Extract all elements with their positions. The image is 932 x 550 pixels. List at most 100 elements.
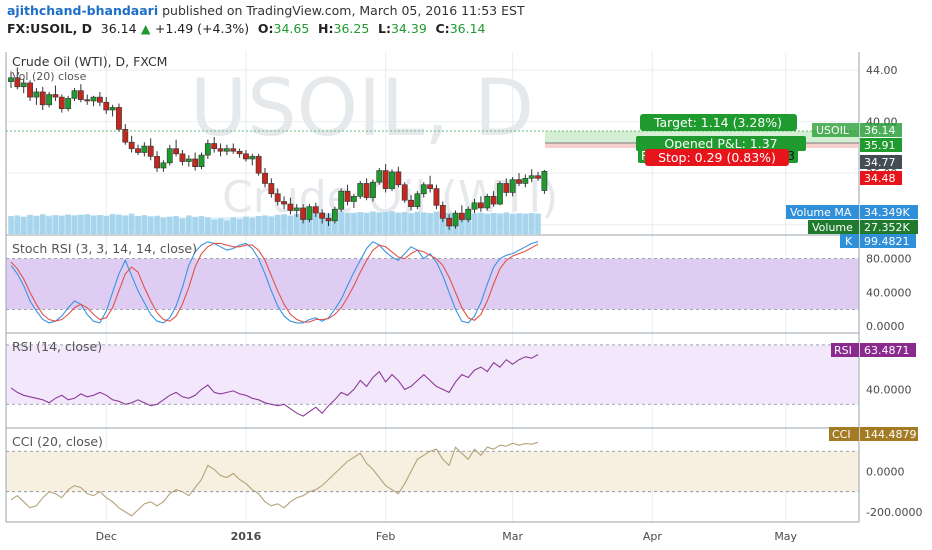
candle-down [427, 184, 433, 189]
candle-down [27, 82, 33, 98]
volume-bar [78, 214, 84, 234]
opened-pl-back-tail: 3 [787, 149, 795, 163]
candle-down [281, 201, 287, 205]
rsi-value-box [860, 343, 916, 357]
volume-bar [205, 217, 211, 234]
candle-up [370, 181, 376, 198]
volume-bar [274, 214, 281, 234]
candle-down [173, 148, 179, 155]
candle-up [350, 196, 357, 202]
volume-bar [465, 212, 471, 234]
candle-up [185, 158, 192, 162]
publisher-line: ajithchand-bhandaari published on Tradin… [7, 3, 525, 18]
rsi-tag-box [831, 343, 859, 357]
volume-bar [217, 218, 224, 234]
time-tick-label: Apr [643, 530, 663, 543]
cci-tag: CCI [832, 428, 851, 441]
volume-bar [192, 216, 198, 234]
candle-down [300, 207, 306, 220]
volume-bar [535, 213, 541, 234]
stop-label-box[interactable] [645, 149, 789, 166]
candle-up [33, 91, 40, 98]
cci-tag-box [829, 427, 859, 441]
candle-up [90, 96, 97, 102]
time-tick-label: 2016 [231, 530, 262, 543]
volume-bar [141, 215, 148, 234]
candle-down [255, 156, 262, 174]
volume-bar [401, 212, 408, 234]
price-tick-label: 44.00 [866, 64, 898, 77]
indicator-fills [6, 258, 859, 493]
candle-down [516, 179, 522, 184]
volume-bar [39, 214, 46, 234]
candle-down [243, 153, 249, 160]
up-arrow-icon: ▲ [140, 21, 151, 36]
volume-bar [522, 213, 529, 234]
candle-down [135, 148, 141, 153]
symbol-label: FX:USOIL, D [7, 21, 93, 36]
indicator-tick-label: 40.0000 [866, 383, 912, 396]
cci-value-box [860, 427, 918, 441]
target-label-box[interactable] [640, 114, 797, 131]
candle-up [471, 202, 478, 210]
price-34-77: 34.77 [864, 156, 896, 169]
series-line-k [10, 241, 539, 324]
watermark-symbol: USOIL, D [190, 64, 534, 154]
volume-bar [166, 216, 173, 234]
cci-value: 144.4879 [864, 428, 917, 441]
change-value: +1.49 (+4.3%) [154, 21, 250, 36]
candle-up [65, 98, 72, 110]
candle-down [179, 153, 186, 162]
opened-pl-label: Opened P&L: 1.37 [664, 136, 777, 151]
candle-down [262, 172, 268, 184]
candle-down [84, 99, 91, 102]
opened-pl-box[interactable] [636, 136, 806, 151]
volume-bar [338, 211, 344, 234]
candle-down [192, 158, 199, 167]
candle-up [46, 94, 52, 106]
high-value: 36.25 [333, 21, 370, 36]
chart-header: ajithchand-bhandaari published on Tradin… [0, 0, 932, 40]
volume-bar [351, 213, 357, 234]
volume-bar [109, 213, 116, 234]
volume-bar [300, 213, 306, 234]
candle-up [204, 143, 211, 156]
candle-up [497, 183, 503, 205]
open-label: O: [257, 21, 274, 36]
volume-bar [408, 213, 414, 234]
volume-bar [478, 212, 484, 234]
candle-up [160, 162, 167, 169]
long-position-tool[interactable]: Target: 1.14 (3.28%) R 3 Opened P&L: 1.3… [6, 114, 859, 166]
volume-bar [97, 215, 103, 234]
band-fill [6, 344, 859, 405]
volume-label: Volume [812, 221, 853, 234]
close-value: 36.14 [449, 21, 486, 36]
volume-bar [484, 213, 491, 234]
candle-up [414, 193, 421, 207]
price-35-91: 35.91 [864, 139, 896, 152]
close-label: C: [435, 21, 450, 36]
chart-canvas[interactable]: USOIL, D Crude Oil (WTI) Crude Oil (WTI)… [0, 40, 932, 550]
band-fill [6, 451, 859, 492]
candle-up [465, 208, 472, 220]
candle-up [224, 148, 230, 152]
open-value: 34.65 [273, 21, 310, 36]
candle-down [128, 141, 135, 149]
time-tick-label: May [774, 530, 797, 543]
volume-bar [306, 215, 313, 234]
candle-down [230, 148, 237, 152]
band-fill [6, 258, 859, 310]
published-text: published on TradingView.com, March 05, … [162, 3, 525, 18]
volume-bar [71, 215, 78, 234]
series-line-rsi [10, 354, 539, 417]
candle-up [331, 208, 338, 222]
author-link[interactable]: ajithchand-bhandaari [7, 3, 159, 18]
volume-bar [262, 215, 268, 234]
price-34-48-box [860, 171, 902, 185]
price-34-77-box [860, 155, 902, 169]
candle-down [446, 217, 453, 227]
usoil-tag-box [812, 123, 859, 137]
stoch-pane-title: Stoch RSI (3, 3, 14, 14, close) [12, 241, 197, 256]
volume-bar [135, 216, 141, 234]
candle-down [52, 94, 59, 98]
